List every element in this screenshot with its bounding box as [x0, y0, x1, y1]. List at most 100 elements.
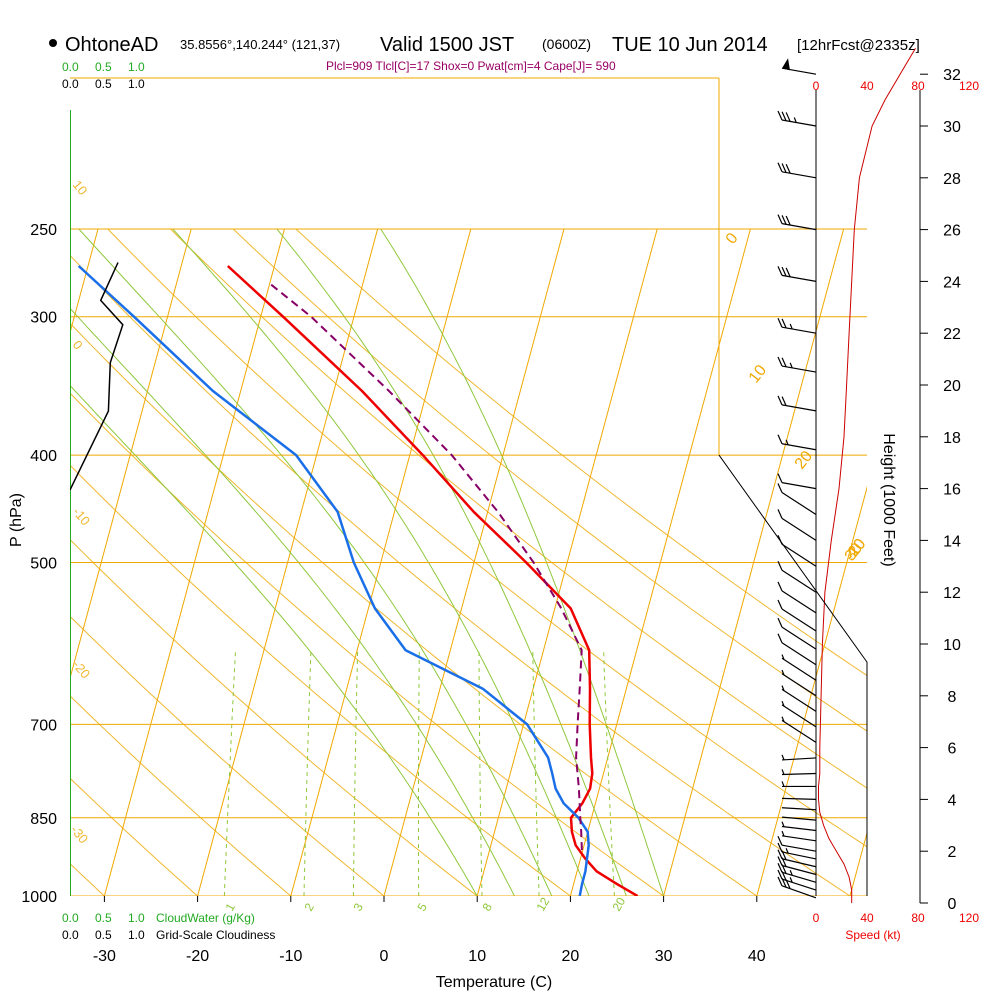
mixing-ratio-line — [532, 650, 540, 896]
wind-barb-staff — [781, 517, 817, 541]
wind-barb-flag — [777, 581, 783, 592]
forecast-info: [12hrFcst@2335z] — [797, 37, 920, 54]
wind-barb-flag — [777, 876, 783, 887]
cloudiness-label: Grid-Scale Cloudiness — [156, 928, 275, 942]
wind-barb-flag — [777, 856, 783, 866]
speed-tick-bottom-1: 40 — [860, 911, 874, 925]
temperature-tick-label: -20 — [186, 948, 209, 965]
mixing-ratio-line — [418, 650, 420, 896]
temperature-tick-label: 40 — [748, 948, 766, 965]
dry-adiabat-label: 10 — [70, 177, 91, 198]
wind-barb-flag — [777, 849, 783, 859]
isotherm-label: 10 — [746, 362, 770, 387]
pressure-tick-label: 850 — [30, 811, 57, 828]
wind-barb-staff — [781, 608, 817, 632]
surface-dewpoint-dot — [580, 896, 588, 904]
wind-barb-staff — [781, 642, 817, 666]
wind-barb-pennant — [782, 58, 790, 71]
wind-barb — [777, 395, 817, 412]
wind-barb-flag — [781, 396, 787, 406]
wind-barb-staff — [781, 171, 817, 179]
cloudwater-scale-top-0: 0.0 — [62, 60, 79, 74]
wind-barb — [781, 700, 817, 728]
wind-barb-staff — [781, 626, 817, 650]
wind-barb — [781, 830, 817, 842]
wind-barb-flag — [781, 111, 787, 121]
cloudwater-scale-bottom-2: 1.0 — [128, 911, 145, 925]
wind-barb-staff — [781, 772, 817, 776]
pressure-tick-label: 500 — [30, 556, 57, 573]
wind-barb-staff — [781, 719, 817, 743]
cloudiness-scale-bottom-0: 0.0 — [62, 928, 79, 942]
wind-barb-flag — [777, 356, 783, 367]
isotherm-label: 0 — [723, 230, 742, 248]
temperature-profile-line — [226, 265, 639, 896]
wind-barb — [777, 581, 817, 614]
mixing-ratio-line — [352, 650, 359, 896]
cloudwater-label: CloudWater (g/Kg) — [156, 911, 255, 925]
wind-barb-flag — [785, 112, 791, 122]
height-tick-label: 10 — [943, 637, 961, 654]
pressure-tick-label: 250 — [30, 222, 57, 239]
wind-barb-flag — [777, 434, 783, 444]
wind-barb-flag — [781, 163, 787, 173]
temperature-tick-label: 0 — [380, 948, 389, 965]
moist-adiabat-line — [172, 228, 590, 896]
wind-barb-flag — [777, 266, 783, 276]
isotherm-line — [663, 228, 845, 896]
wind-barb — [777, 110, 817, 127]
height-tick-label: 8 — [948, 689, 957, 706]
wind-barb-half-flag — [781, 754, 785, 761]
speed-tick-bottom-0: 0 — [813, 911, 820, 925]
mixing-ratio-label: 12 — [533, 895, 552, 914]
wind-barb — [777, 483, 817, 516]
height-tick-label: 28 — [943, 171, 961, 188]
wind-barb-flag — [785, 163, 791, 174]
wind-barb-flag — [777, 835, 783, 846]
isotherm-line — [103, 228, 285, 896]
wind-barb-staff — [781, 491, 817, 516]
isotherm-line — [569, 228, 751, 896]
wind-barb-flag — [777, 869, 783, 880]
wind-barb — [777, 473, 817, 490]
dry-adiabat-line — [70, 695, 292, 896]
height-tick-label: 30 — [943, 119, 961, 136]
dry-adiabat-line — [70, 464, 572, 896]
height-tick-label: 14 — [943, 533, 961, 550]
dry-adiabat-line — [70, 538, 479, 896]
pressure-axis-label: P (hPa) — [8, 493, 25, 547]
cloudiness-scale-top-0: 0.0 — [62, 77, 79, 91]
wind-barb-flag — [781, 318, 787, 329]
wind-barb-staff — [781, 274, 817, 282]
wind-barb-half-flag — [781, 830, 785, 837]
speed-tick-bottom-3: 120 — [959, 911, 979, 925]
wind-barb — [777, 434, 817, 451]
wind-barb-staff — [781, 569, 817, 593]
wind-barb-half-flag — [789, 362, 793, 369]
wind-barb-half-flag — [781, 700, 785, 707]
parcel-parameters: Plcl=909 Tlcl[C]=17 Shox=0 Pwat[cm]=4 Ca… — [326, 59, 616, 73]
wind-barb-staff — [781, 851, 817, 860]
wind-barb — [777, 214, 817, 231]
wind-barb — [781, 821, 817, 832]
height-axis-label: Height (1000 Feet) — [880, 433, 897, 566]
valid-time: Valid 1500 JST — [380, 34, 514, 56]
wind-barb-flag — [777, 863, 783, 873]
speed-tick-top-1: 40 — [860, 79, 874, 93]
height-tick-label: 32 — [943, 67, 961, 84]
wind-barb-flag — [781, 266, 787, 277]
dry-adiabat-label: -30 — [68, 822, 92, 846]
wind-barb — [777, 842, 817, 860]
wind-barb-half-flag — [789, 877, 793, 883]
pressure-tick-label: 1000 — [21, 889, 57, 906]
wind-barb-staff — [781, 223, 817, 231]
wind-barb — [777, 560, 817, 593]
wind-barb-flag — [777, 560, 783, 571]
wind-barb-staff — [781, 878, 817, 891]
wind-barb — [781, 816, 817, 821]
dry-adiabat-label: -10 — [70, 504, 94, 528]
wind-barb-staff — [781, 590, 817, 614]
isotherm-line — [383, 228, 565, 896]
wind-barb — [777, 633, 817, 666]
isotherm-line — [756, 485, 867, 896]
